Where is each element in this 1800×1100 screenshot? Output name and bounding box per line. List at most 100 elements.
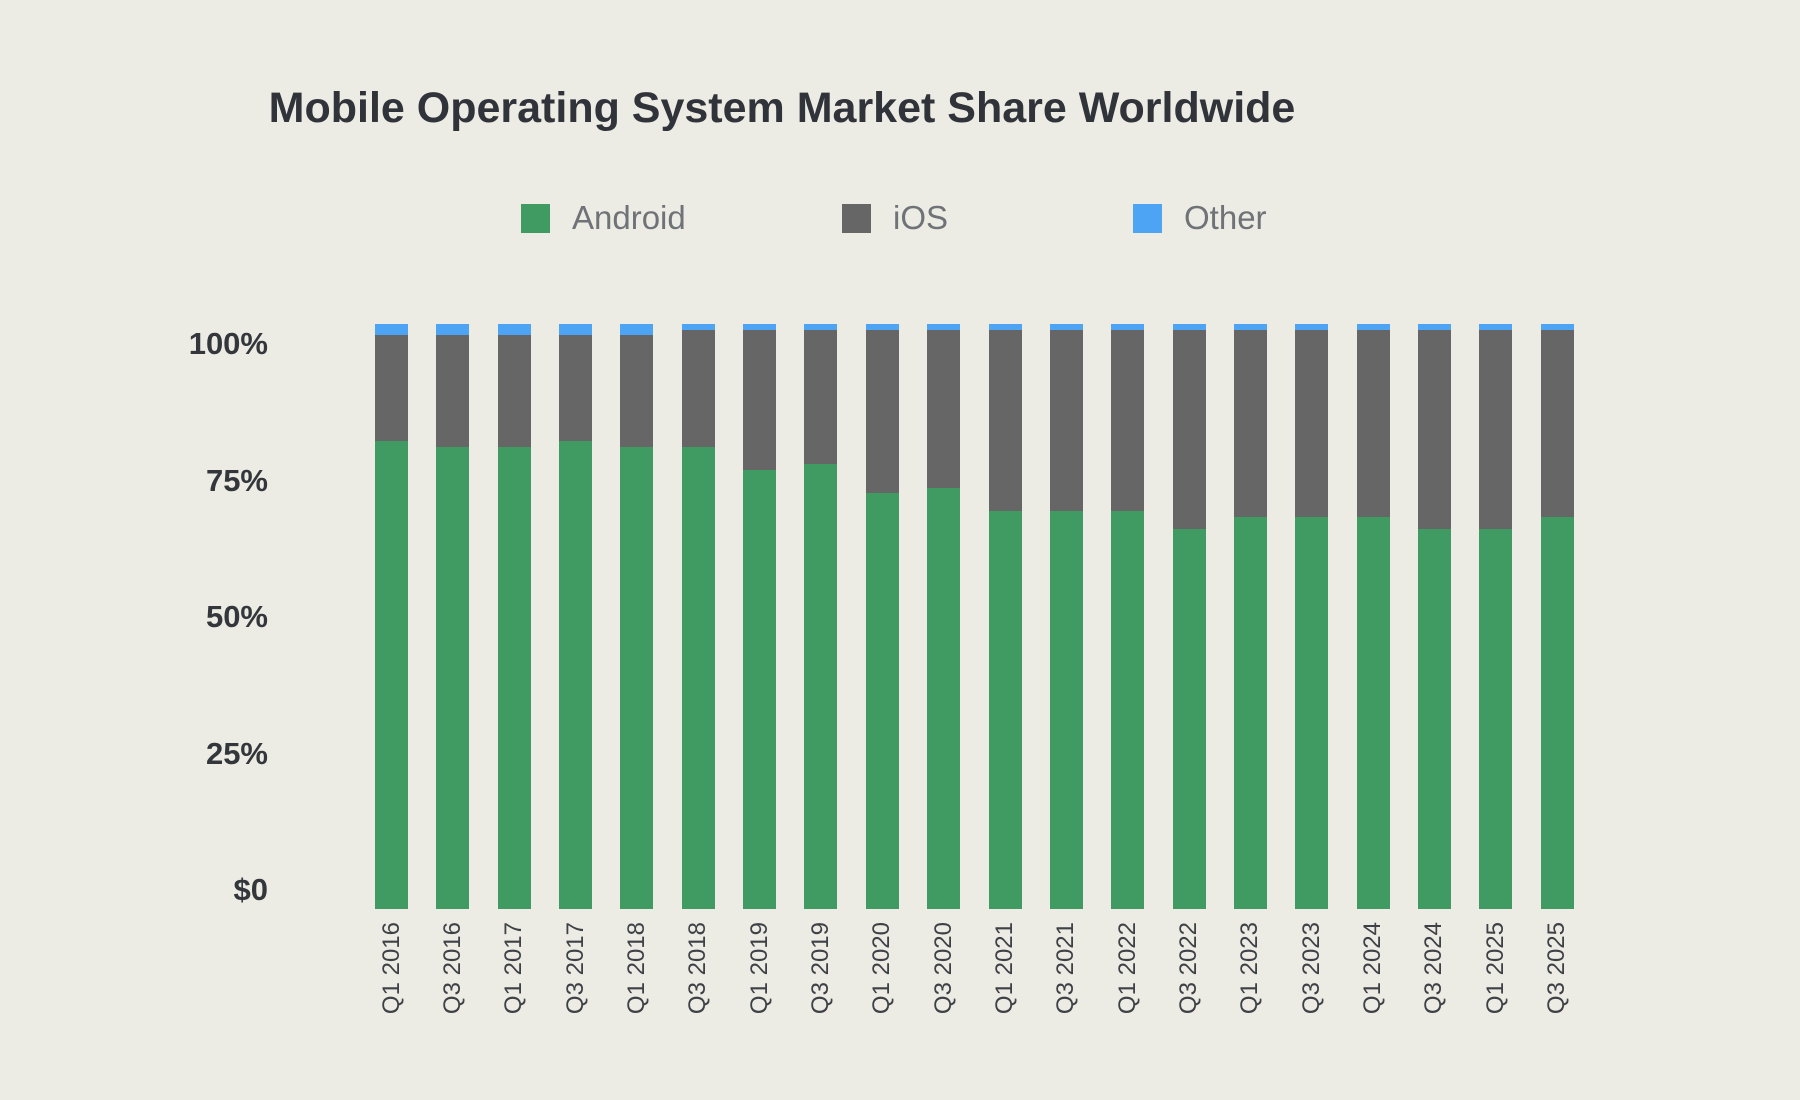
bar-q1-2022 (1111, 323, 1145, 909)
bar-q3-2017 (559, 323, 593, 909)
android-swatch-icon (521, 203, 550, 233)
segment-android (436, 446, 470, 909)
x-axis-label: Q3 2019 (806, 922, 834, 1015)
segment-ios (620, 335, 654, 447)
segment-ios (1479, 329, 1513, 529)
x-axis-label: Q3 2022 (1175, 922, 1203, 1015)
segment-ios (927, 329, 961, 488)
segment-android (1172, 528, 1206, 909)
legend-label-android: Android (572, 199, 686, 236)
segment-ios (804, 329, 838, 465)
segment-android (681, 446, 715, 909)
bar-q1-2020 (865, 323, 899, 909)
x-axis-label: Q3 2024 (1420, 922, 1448, 1015)
bar-q3-2018 (681, 323, 715, 909)
segment-ios (1540, 329, 1574, 517)
segment-android (559, 440, 593, 909)
segment-other (375, 323, 408, 336)
x-axis-label: Q1 2022 (1113, 922, 1141, 1015)
segment-android (375, 440, 408, 909)
segment-other (1295, 323, 1329, 330)
x-axis-label: Q1 2019 (745, 922, 773, 1015)
bar-q1-2024 (1356, 323, 1390, 909)
legend-label-ios: iOS (893, 199, 949, 236)
segment-ios (865, 329, 899, 494)
segment-android (743, 470, 777, 909)
bar-q1-2023 (1233, 323, 1267, 909)
segment-other (1417, 323, 1451, 330)
segment-android (988, 510, 1022, 909)
x-axis-label: Q1 2016 (377, 922, 405, 1015)
bar-q3-2019 (804, 323, 838, 909)
bar-q3-2016 (436, 323, 470, 909)
segment-android (1233, 516, 1267, 909)
segment-other (1111, 323, 1145, 330)
bar-q1-2018 (620, 323, 654, 909)
segment-ios (1111, 329, 1145, 511)
segment-android (1049, 510, 1083, 909)
segment-other (1172, 323, 1206, 330)
x-axis-label: Q1 2017 (500, 922, 528, 1015)
segment-ios (1049, 329, 1083, 511)
legend-label-other: Other (1184, 199, 1267, 236)
segment-ios (743, 329, 777, 470)
legend-item-android: Android (521, 199, 686, 236)
segment-other (988, 323, 1022, 330)
x-axis-label: Q1 2025 (1481, 922, 1509, 1015)
segment-ios (1233, 329, 1267, 517)
segment-other (620, 323, 654, 336)
segment-android (927, 487, 961, 909)
bar-q3-2024 (1417, 323, 1451, 909)
segment-other (865, 323, 899, 330)
segment-android (1295, 516, 1329, 909)
segment-other (743, 323, 777, 330)
segment-other (1233, 323, 1267, 330)
x-axis-label: Q3 2016 (438, 922, 466, 1015)
x-axis-label: Q3 2018 (684, 922, 712, 1015)
x-axis-label: Q3 2021 (1052, 922, 1080, 1015)
y-axis-tick-label: 75% (205, 462, 268, 498)
segment-ios (497, 335, 531, 447)
bar-q1-2019 (743, 323, 777, 909)
x-axis-label: Q3 2023 (1297, 922, 1325, 1015)
bar-q1-2025 (1479, 323, 1513, 909)
segment-other (1479, 323, 1513, 330)
legend-item-ios: iOS (842, 199, 948, 236)
x-axis-label: Q1 2021 (991, 922, 1018, 1015)
bar-q1-2017 (497, 323, 531, 909)
x-axis-label: Q3 2020 (929, 922, 957, 1015)
segment-ios (681, 329, 715, 447)
segment-android (620, 446, 654, 909)
bar-q3-2021 (1049, 323, 1083, 909)
bar-q3-2022 (1172, 323, 1206, 909)
x-axis-label: Q3 2025 (1543, 922, 1571, 1015)
y-axis-tick-label: $0 (233, 872, 268, 907)
segment-android (1111, 510, 1145, 909)
segment-other (436, 323, 470, 336)
segment-android (1417, 528, 1451, 909)
y-axis-tick-label: 50% (205, 599, 268, 634)
segment-android (1479, 528, 1513, 909)
x-axis-label: Q3 2017 (561, 922, 589, 1015)
segment-android (865, 493, 899, 909)
segment-other (497, 323, 531, 336)
segment-ios (1356, 329, 1390, 517)
legend-item-other: Other (1133, 199, 1267, 236)
segment-ios (559, 335, 593, 441)
ios-swatch-icon (842, 203, 871, 233)
segment-ios (988, 329, 1022, 511)
x-axis-label: Q1 2024 (1359, 922, 1387, 1015)
y-axis-tick-label: 100% (188, 326, 268, 361)
segment-other (681, 323, 715, 330)
x-axis-label: Q1 2020 (868, 922, 896, 1015)
segment-android (1356, 516, 1390, 909)
segment-other (1049, 323, 1083, 330)
bar-q1-2021 (988, 323, 1022, 909)
segment-other (559, 323, 593, 336)
segment-other (804, 323, 838, 330)
chart-title: Mobile Operating System Market Share Wor… (268, 84, 1296, 132)
bar-q1-2016 (375, 323, 408, 909)
bar-q3-2025 (1540, 323, 1574, 909)
x-axis-label: Q1 2023 (1236, 922, 1264, 1015)
